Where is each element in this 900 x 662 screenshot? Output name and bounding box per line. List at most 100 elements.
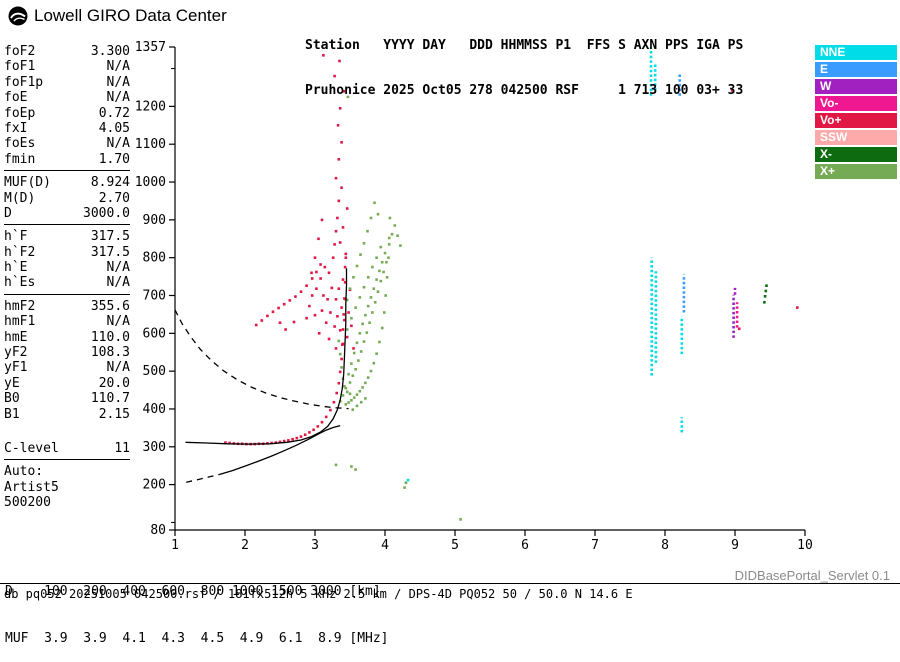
param-value: 20.0 <box>98 375 130 391</box>
param-label: 500200 <box>4 495 51 511</box>
lowell-giro-logo-icon <box>8 6 28 26</box>
series-o-second-hop <box>254 263 322 327</box>
distance-row: D 100 200 400 600 800 1000 1500 3000 [km… <box>5 584 381 599</box>
muf-table: D 100 200 400 600 800 1000 1500 3000 [km… <box>5 553 389 662</box>
y-tick-label: 400 <box>143 402 166 417</box>
logo: Lowell GIRO Data Center <box>8 6 227 26</box>
y-tick-label: 80 <box>150 523 166 538</box>
param-row: yE 20.0 <box>4 376 130 391</box>
servlet-version-label: DIDBasePortal_Servlet 0.1 <box>734 568 890 583</box>
param-label: C-level <box>4 440 59 456</box>
series-x-sparse <box>334 95 462 521</box>
y-tick-label: 1000 <box>135 175 166 190</box>
param-row: D 3000.0 <box>4 206 130 221</box>
y-tick-label: 1100 <box>135 137 166 152</box>
param-label: foE <box>4 90 28 106</box>
param-label: yE <box>4 375 20 391</box>
param-label: D <box>4 205 12 221</box>
param-label: hmF2 <box>4 298 36 314</box>
param-value: 317.5 <box>90 229 130 245</box>
parameter-panel: foF2 3.300 foF1 N/A foF1p N/A foE N/A foEp 0.72 fx… <box>4 44 130 518</box>
profile-extrapolated <box>186 473 220 483</box>
param-value: 3000.0 <box>83 205 130 221</box>
param-label: h`Es <box>4 275 36 291</box>
legend-item-vo+: Vo+ <box>815 113 897 128</box>
param-row: hmE 110.0 <box>4 330 130 345</box>
y-tick-label: 900 <box>143 213 166 228</box>
param-value: N/A <box>106 275 130 291</box>
param-label: foF2 <box>4 44 36 59</box>
param-value: 2.70 <box>98 190 130 206</box>
param-row: fmin 1.70 <box>4 152 130 167</box>
series-red-misc <box>730 89 799 331</box>
param-row: MUF(D) 8.924 <box>4 175 130 190</box>
param-row: hmF2 355.6 <box>4 299 130 314</box>
param-label: yF2 <box>4 345 28 361</box>
x-tick-label: 9 <box>731 538 739 553</box>
param-label: yF1 <box>4 360 28 376</box>
param-row: 500200 <box>4 495 130 510</box>
legend-item-x-: X- <box>815 147 897 162</box>
param-value: N/A <box>106 59 130 75</box>
param-label: h`E <box>4 260 28 276</box>
y-tick-label: 600 <box>143 326 166 341</box>
y-tick-label: 1357 <box>135 40 166 55</box>
param-row: C-level 11 <box>4 441 130 456</box>
logo-title: Lowell GIRO Data Center <box>34 6 227 25</box>
param-value: 110.7 <box>90 391 130 407</box>
param-label: Artist5 <box>4 479 59 495</box>
param-row: yF2 108.3 <box>4 345 130 360</box>
param-value: 1.70 <box>98 151 130 167</box>
param-label: B0 <box>4 391 20 407</box>
y-tick-label: 300 <box>143 440 166 455</box>
series-x-trace <box>344 216 392 406</box>
param-row: foF2 3.300 <box>4 44 130 59</box>
param-label: foF1p <box>4 74 44 90</box>
param-row: h`F2 317.5 <box>4 245 130 260</box>
param-row: foEp 0.72 <box>4 106 130 121</box>
param-label: Auto: <box>4 464 44 480</box>
series-x-spread <box>337 201 402 411</box>
param-label: B1 <box>4 406 20 422</box>
param-row: h`Es N/A <box>4 275 130 290</box>
station-header-values: Pruhonice 2025 Oct05 278 042500 RSF 1 71… <box>305 83 744 98</box>
legend-item-ssw: SSW <box>815 130 897 145</box>
param-label: hmF1 <box>4 314 36 330</box>
profile-true-height <box>219 424 341 476</box>
param-label: hmE <box>4 329 28 345</box>
param-value: 0.72 <box>98 105 130 121</box>
muf-transmission-curve <box>174 309 349 410</box>
x-tick-label: 6 <box>521 538 529 553</box>
param-group: foF2 3.300 foF1 N/A foF1p N/A foE N/A foEp 0.72 fx… <box>4 44 130 172</box>
station-header-columns: Station YYYY DAY DDD HHMMSS P1 FFS S AXN… <box>305 38 744 53</box>
x-tick-label: 10 <box>797 538 813 553</box>
x-tick-label: 4 <box>381 538 389 553</box>
param-label: M(D) <box>4 190 36 206</box>
x-tick-label: 8 <box>661 538 669 553</box>
param-row: B0 110.7 <box>4 391 130 406</box>
param-value: 3.300 <box>90 44 130 59</box>
param-group: Auto: Artist5 500200 <box>4 464 130 513</box>
param-label: fmin <box>4 151 36 167</box>
param-row: foE N/A <box>4 90 130 105</box>
param-label: fxI <box>4 120 28 136</box>
param-value: N/A <box>106 360 130 376</box>
param-value: N/A <box>106 74 130 90</box>
param-value: 317.5 <box>90 244 130 260</box>
param-label: MUF(D) <box>4 175 51 191</box>
x-tick-label: 5 <box>451 538 459 553</box>
param-group: hmF2 355.6 hmF1 N/A hmE 110.0 yF2 108.3 yF1 N/A yE… <box>4 299 130 425</box>
param-label: h`F2 <box>4 244 36 260</box>
param-value: 8.924 <box>90 175 130 191</box>
param-label: foEs <box>4 136 36 152</box>
artist-trace-fit <box>185 268 348 445</box>
param-group: MUF(D) 8.924 M(D) 2.70 D 3000.0 <box>4 175 130 226</box>
ionogram-plot: 1357120011001000900800700600500400300200… <box>135 40 813 553</box>
station-header: Station YYYY DAY DDD HHMMSS P1 FFS S AXN… <box>305 8 743 113</box>
param-value: N/A <box>106 90 130 106</box>
y-tick-label: 1200 <box>135 99 166 114</box>
series-o-trace <box>224 256 348 446</box>
param-value: 11 <box>114 440 130 456</box>
status-bar: db pq052 20251005 042500.rsf / 181fx512h… <box>4 587 633 601</box>
param-row: foF1 N/A <box>4 59 130 74</box>
